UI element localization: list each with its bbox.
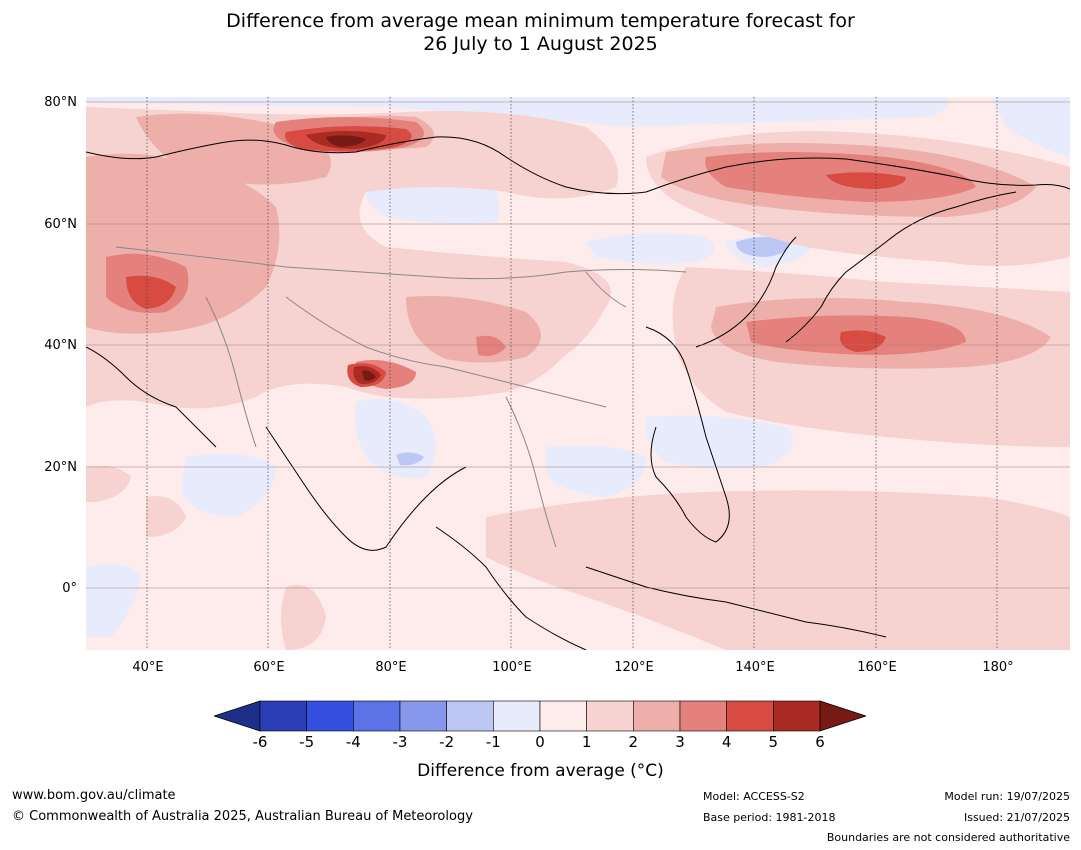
footer-base-period: Base period: 1981-2018 bbox=[703, 811, 836, 824]
colorbar-swatch bbox=[586, 700, 634, 732]
footer-model-run: Model run: 19/07/2025 bbox=[944, 790, 1070, 803]
lat-label-20n: 20°N bbox=[44, 460, 77, 475]
title-line-1: Difference from average mean minimum tem… bbox=[226, 10, 855, 32]
colorbar-tick-label: 6 bbox=[815, 733, 825, 751]
colorbar-tick-label: -6 bbox=[252, 733, 268, 751]
lon-label-60e: 60°E bbox=[253, 660, 285, 675]
colorbar-swatch bbox=[726, 700, 774, 732]
colorbar-arrow-high bbox=[819, 700, 868, 732]
lat-label-80n: 80°N bbox=[44, 95, 77, 110]
map-canvas bbox=[86, 97, 1070, 650]
colorbar-swatch bbox=[399, 700, 447, 732]
colorbar-swatch bbox=[493, 700, 541, 732]
lon-label-40e: 40°E bbox=[132, 660, 164, 675]
colorbar bbox=[212, 700, 868, 732]
lat-label-0: 0° bbox=[62, 581, 77, 596]
colorbar-label: Difference from average (°C) bbox=[417, 761, 664, 781]
lat-label-40n: 40°N bbox=[44, 338, 77, 353]
colorbar-swatch bbox=[353, 700, 401, 732]
footer-model: Model: ACCESS-S2 bbox=[703, 790, 805, 803]
colorbar-tick-label: 4 bbox=[721, 733, 732, 751]
lon-label-80e: 80°E bbox=[375, 660, 407, 675]
colorbar-arrow-low bbox=[212, 700, 261, 732]
footer-copyright: © Commonwealth of Australia 2025, Austra… bbox=[12, 809, 473, 824]
colorbar-swatch bbox=[259, 700, 307, 732]
colorbar-tick-label: -4 bbox=[345, 733, 361, 751]
colorbar-tick-label: -5 bbox=[299, 733, 315, 751]
colorbar-tick-label: 2 bbox=[628, 733, 639, 751]
footer-website: www.bom.gov.au/climate bbox=[12, 788, 176, 803]
colorbar-tick-label: -3 bbox=[392, 733, 408, 751]
colorbar-graphic bbox=[212, 700, 868, 732]
country-boundaries bbox=[115, 246, 687, 548]
colorbar-tick-label: 3 bbox=[675, 733, 685, 751]
lon-label-140e: 140°E bbox=[735, 660, 775, 675]
coastlines bbox=[86, 136, 1070, 650]
title-line-2: 26 July to 1 August 2025 bbox=[423, 33, 658, 55]
forecast-map bbox=[86, 97, 1070, 650]
colorbar-swatch bbox=[306, 700, 354, 732]
footer-disclaimer: Boundaries are not considered authoritat… bbox=[826, 831, 1070, 844]
lon-label-100e: 100°E bbox=[492, 660, 532, 675]
map-title: Difference from average mean minimum tem… bbox=[0, 10, 1081, 56]
longitude-gridlines bbox=[146, 97, 998, 650]
colorbar-swatch bbox=[539, 700, 587, 732]
colorbar-swatch bbox=[446, 700, 494, 732]
colorbar-swatch bbox=[633, 700, 681, 732]
lon-label-160e: 160°E bbox=[857, 660, 897, 675]
latitude-gridlines bbox=[86, 101, 1070, 589]
colorbar-tick-label: 0 bbox=[535, 733, 545, 751]
colorbar-tick-label: 1 bbox=[581, 733, 592, 751]
anomaly-band-above-6 bbox=[326, 135, 376, 381]
colorbar-swatch bbox=[679, 700, 727, 732]
footer-issued: Issued: 21/07/2025 bbox=[963, 811, 1070, 824]
lon-label-120e: 120°E bbox=[614, 660, 654, 675]
colorbar-swatch bbox=[773, 700, 821, 732]
lat-label-60n: 60°N bbox=[44, 217, 77, 232]
colorbar-tick-label: 5 bbox=[768, 733, 779, 751]
lon-label-180: 180° bbox=[982, 660, 1014, 675]
colorbar-tick-label: -1 bbox=[485, 733, 501, 751]
colorbar-tick-label: -2 bbox=[439, 733, 455, 751]
anomaly-band-neg2-to-neg1 bbox=[396, 237, 791, 466]
